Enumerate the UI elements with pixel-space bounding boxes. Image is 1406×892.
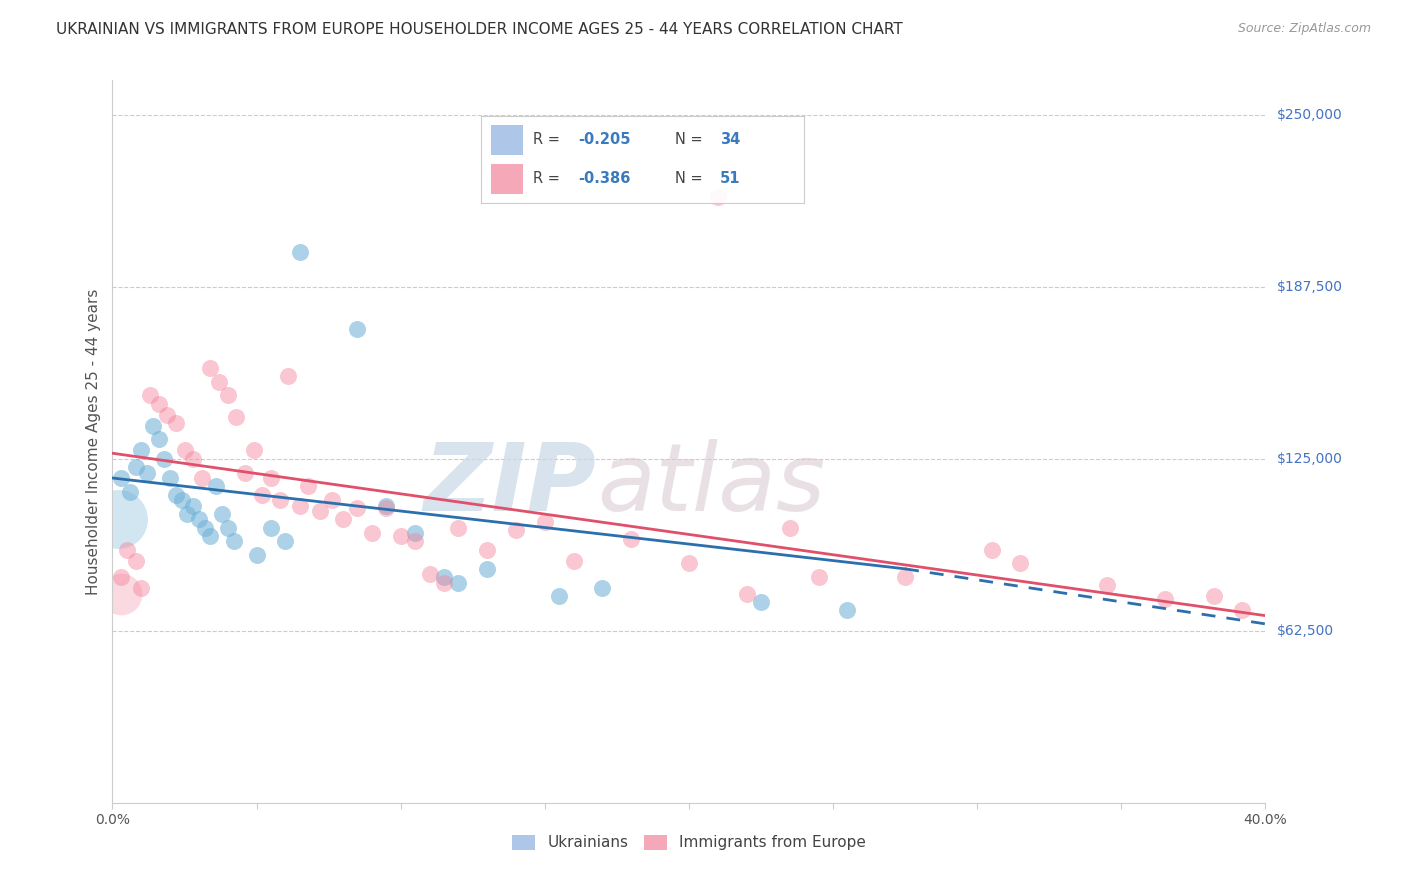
Point (222, 534, 245, 549)
Point (288, 499, 311, 513)
Point (211, 507, 233, 521)
Point (1095, 578, 1118, 592)
Point (148, 397, 170, 411)
Text: UKRAINIAN VS IMMIGRANTS FROM EUROPE HOUSEHOLDER INCOME AGES 25 - 44 YEARS CORREL: UKRAINIAN VS IMMIGRANTS FROM EUROPE HOUS… (56, 22, 903, 37)
Point (346, 501, 368, 516)
Point (115, 542, 138, 557)
Point (156, 408, 179, 422)
Point (309, 504, 332, 518)
Point (534, 515, 557, 529)
Point (375, 501, 398, 516)
Point (505, 524, 527, 538)
Point (433, 575, 456, 590)
Point (129, 581, 153, 595)
Point (181, 451, 204, 466)
Legend: Ukrainians, Immigrants from Europe: Ukrainians, Immigrants from Europe (506, 829, 872, 856)
Point (129, 443, 153, 458)
Point (894, 570, 917, 584)
Point (153, 451, 176, 466)
Point (205, 479, 228, 493)
Point (260, 471, 283, 485)
Point (107, 512, 129, 526)
Point (447, 575, 470, 590)
Point (1232, 603, 1254, 617)
Point (118, 484, 141, 499)
Point (707, 190, 730, 204)
Point (142, 418, 165, 433)
Point (375, 499, 398, 513)
Point (592, 581, 614, 595)
Point (269, 493, 291, 508)
Point (110, 471, 132, 485)
Point (124, 460, 146, 475)
Point (1202, 590, 1225, 604)
Point (980, 542, 1002, 557)
Point (233, 466, 256, 480)
Point (404, 526, 426, 541)
Point (274, 534, 297, 549)
Text: ZIP: ZIP (423, 439, 596, 531)
Point (678, 557, 700, 571)
Point (110, 586, 132, 600)
Point (779, 520, 801, 534)
Point (217, 520, 239, 534)
Text: $125,000: $125,000 (1277, 451, 1343, 466)
Point (332, 512, 354, 526)
Point (191, 471, 214, 485)
Point (548, 590, 571, 604)
Text: $62,500: $62,500 (1277, 624, 1334, 638)
Point (475, 562, 499, 576)
Point (620, 532, 643, 546)
Point (176, 507, 198, 521)
Point (148, 433, 170, 447)
Point (208, 375, 231, 389)
Point (181, 499, 204, 513)
Point (837, 603, 859, 617)
Point (173, 443, 195, 458)
Text: $187,500: $187,500 (1277, 280, 1343, 293)
Text: $250,000: $250,000 (1277, 108, 1343, 121)
Point (1153, 592, 1175, 607)
Point (475, 542, 499, 557)
Point (260, 520, 283, 534)
Point (242, 443, 264, 458)
Point (1010, 557, 1032, 571)
Point (170, 493, 193, 508)
Point (562, 553, 585, 567)
Point (110, 570, 132, 584)
Point (139, 388, 162, 402)
Point (433, 570, 456, 584)
Point (188, 512, 211, 526)
Point (225, 410, 247, 425)
Point (200, 360, 222, 375)
Point (735, 586, 758, 600)
Point (321, 493, 343, 508)
Point (252, 487, 274, 501)
Point (360, 526, 382, 541)
Point (136, 466, 159, 480)
Point (297, 479, 319, 493)
Point (419, 567, 441, 582)
Point (124, 553, 146, 567)
Text: atlas: atlas (596, 440, 825, 531)
Point (246, 548, 269, 562)
Point (200, 529, 222, 543)
Point (749, 595, 772, 609)
Point (288, 245, 311, 260)
Point (165, 416, 187, 430)
Point (165, 487, 187, 501)
Point (807, 570, 830, 584)
Point (404, 534, 426, 549)
Point (277, 369, 299, 384)
Text: Source: ZipAtlas.com: Source: ZipAtlas.com (1237, 22, 1371, 36)
Point (217, 388, 239, 402)
Point (194, 520, 217, 534)
Point (389, 529, 412, 543)
Y-axis label: Householder Income Ages 25 - 44 years: Householder Income Ages 25 - 44 years (86, 288, 101, 595)
Point (346, 322, 368, 336)
Point (447, 520, 470, 534)
Point (159, 471, 181, 485)
